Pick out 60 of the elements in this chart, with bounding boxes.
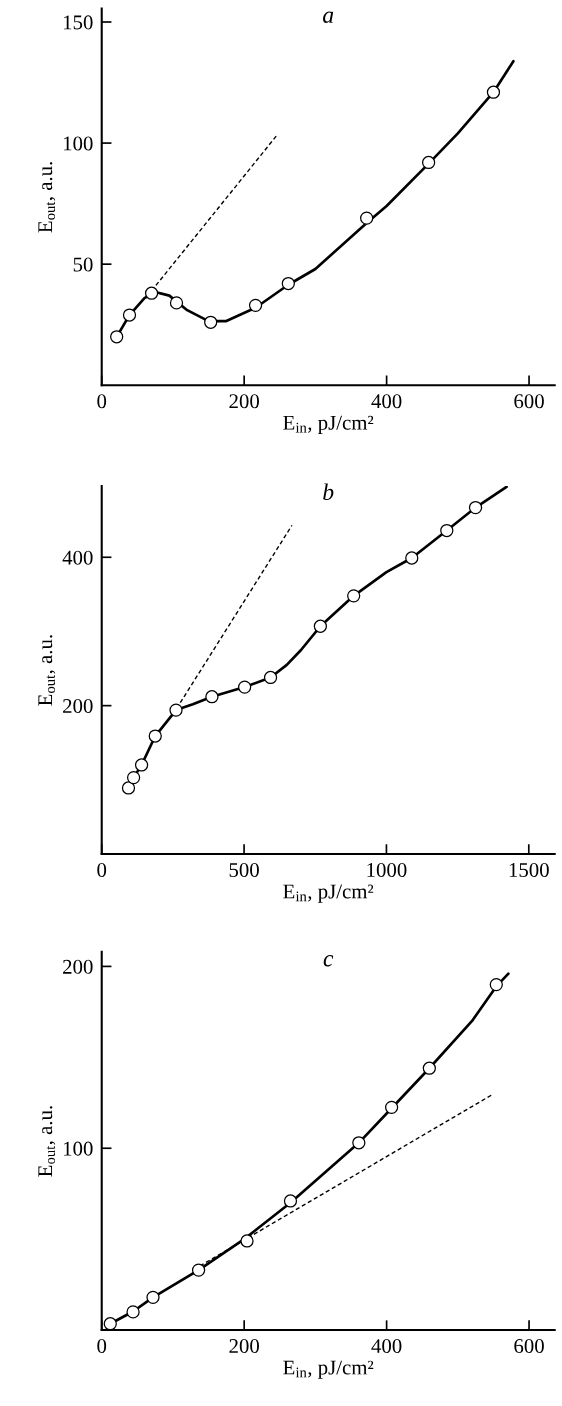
x-tick-label: 0 — [97, 1339, 107, 1354]
point — [281, 276, 295, 291]
point — [283, 1194, 298, 1208]
y-tick-label: 100 — [63, 1141, 93, 1156]
point — [360, 211, 374, 225]
x-axis-title: E$_{in}$, pJ/cm² — [283, 1360, 374, 1379]
chart-title: c — [323, 955, 334, 967]
point — [146, 1290, 160, 1304]
y-tick-label: 150 — [63, 15, 93, 30]
y-axis-title: E$_{out}$, a.u. — [38, 635, 56, 706]
point — [240, 1234, 254, 1248]
point — [238, 680, 252, 694]
point — [248, 298, 263, 312]
point — [126, 1305, 140, 1319]
point — [204, 315, 218, 329]
x-tick-label: 0 — [97, 394, 107, 409]
x-tick-label: 500 — [229, 862, 259, 877]
chart-title: b — [323, 483, 334, 501]
y-tick-label: 200 — [63, 959, 93, 974]
x-tick-label: 400 — [371, 1339, 402, 1354]
point — [122, 308, 137, 322]
point — [169, 296, 184, 310]
y-axis-title: E$_{out}$, a.u. — [38, 1106, 56, 1177]
point — [121, 781, 136, 795]
point — [144, 286, 159, 300]
point — [421, 155, 436, 170]
point — [384, 1100, 399, 1114]
point — [205, 690, 219, 704]
y-tick-label: 100 — [63, 136, 93, 151]
point — [263, 670, 278, 685]
point — [126, 770, 141, 785]
y-axis-title: E$_{out}$, a.u. — [38, 162, 56, 233]
y-tick-label: 200 — [63, 699, 93, 714]
point — [489, 977, 503, 992]
x-tick-label: 400 — [371, 394, 402, 409]
x-axis-title: E$_{in}$, pJ/cm² — [283, 415, 374, 434]
point — [134, 758, 149, 772]
x-tick-label: 1000 — [367, 862, 407, 877]
x-tick-label: 600 — [514, 1339, 544, 1354]
point — [422, 1061, 436, 1075]
point — [468, 500, 483, 515]
point — [347, 589, 361, 603]
point — [440, 523, 454, 538]
chart-title: a — [323, 11, 334, 23]
point — [313, 619, 328, 633]
x-axis-title: E$_{in}$, pJ/cm² — [283, 884, 374, 903]
x-tick-label: 600 — [514, 394, 544, 409]
point — [148, 729, 162, 743]
point — [191, 1263, 206, 1277]
x-tick-label: 200 — [229, 1339, 259, 1354]
x-tick-label: 1500 — [509, 862, 549, 877]
x-tick-label: 200 — [229, 394, 259, 409]
point — [405, 551, 419, 565]
x-tick-label: 0 — [97, 862, 107, 877]
point — [486, 85, 501, 99]
point — [110, 330, 124, 344]
point — [352, 1136, 366, 1150]
y-tick-label: 400 — [62, 550, 93, 565]
point — [169, 703, 183, 717]
y-tick-label: 50 — [73, 257, 93, 272]
